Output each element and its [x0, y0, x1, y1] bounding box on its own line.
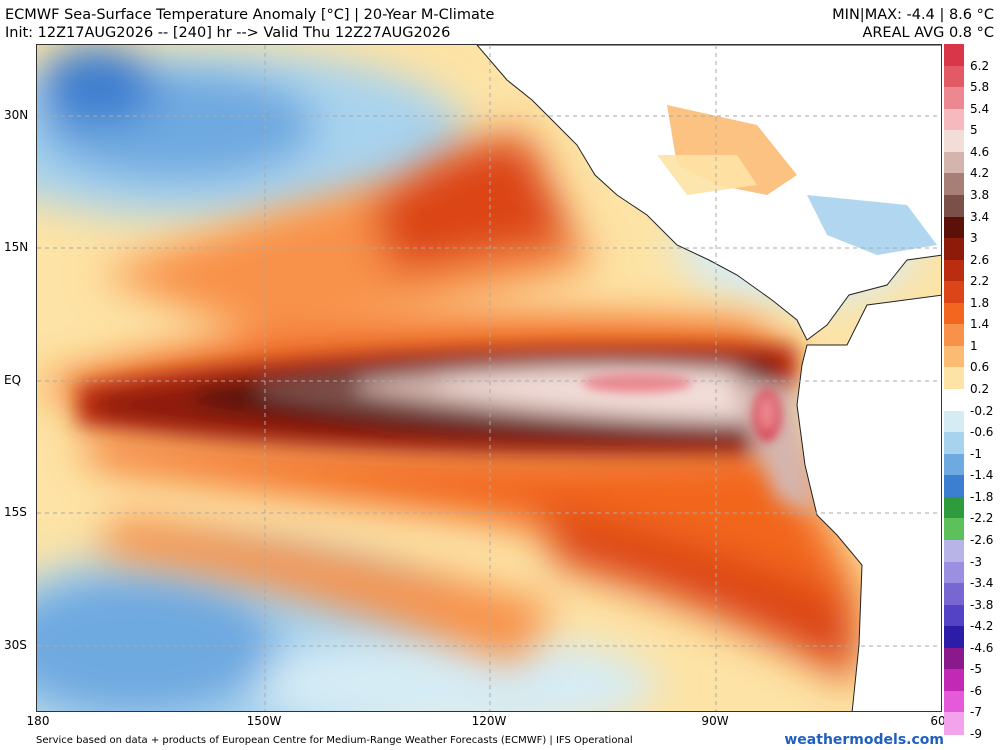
color-scale-cell [944, 647, 964, 670]
color-scale-label: 2.2 [970, 274, 990, 289]
sst-anomaly-map [36, 44, 942, 712]
color-scale-cell [944, 626, 964, 649]
lat-label-30s: 30S [4, 638, 27, 652]
color-scale-cell [944, 87, 964, 110]
color-scale-cell [944, 216, 964, 239]
color-scale-label: 0.6 [970, 360, 990, 375]
color-scale-label: 2.6 [970, 252, 990, 267]
map-stats-block: MIN|MAX: -4.4 | 8.6 °C AREAL AVG 0.8 °C [832, 6, 994, 42]
lon-label-180: 180 [26, 714, 50, 728]
color-scale-label: -2.6 [970, 532, 994, 547]
areal-average-readout: AREAL AVG 0.8 °C [862, 25, 994, 41]
color-scale-cell [944, 281, 964, 304]
sst-anomaly-field [37, 45, 941, 711]
lat-label-15n: 15N [4, 240, 29, 254]
color-scale-label: 0.2 [970, 382, 990, 396]
color-scale-label: -3.4 [970, 576, 994, 591]
color-scale-cell [944, 367, 964, 390]
color-scale-cell [944, 669, 964, 692]
color-scale-cell [944, 475, 964, 498]
map-title: ECMWF Sea-Surface Temperature Anomaly [°… [5, 7, 495, 23]
map-init-valid-time: Init: 12Z17AUG2026 -- [240] hr --> Valid… [5, 25, 451, 41]
color-scale-cell [944, 583, 964, 606]
lon-label-120w: 120W [471, 714, 507, 728]
color-scale-cell [944, 496, 964, 519]
color-scale-label: -0.2 [970, 403, 994, 418]
color-scale-label: 1.8 [970, 295, 990, 310]
color-scale-label: 3.4 [970, 209, 990, 224]
color-scale-label: 6.2 [970, 58, 990, 73]
lat-label-30n: 30N [4, 108, 29, 122]
data-credit: Service based on data + products of Euro… [36, 735, 633, 746]
color-scale-bar [944, 44, 964, 735]
color-scale-label: -4.2 [970, 619, 994, 634]
lon-label-90w: 90W [701, 714, 729, 728]
color-scale-cell [944, 238, 964, 261]
color-scale-cell [944, 539, 964, 562]
color-scale-label: 5.4 [970, 101, 990, 116]
color-scale-label: -0.6 [970, 425, 994, 440]
color-scale-cell [944, 324, 964, 347]
lat-label-15s: 15S [4, 505, 27, 519]
color-scale-label: 4.6 [970, 144, 990, 159]
land-masses [476, 45, 941, 711]
color-scale-label: 4.2 [970, 166, 990, 181]
color-scale-cell [944, 561, 964, 584]
color-scale-cell [944, 410, 964, 433]
lon-label-150w: 150W [246, 714, 282, 728]
color-scale-label: -9 [970, 727, 982, 741]
color-scale-cell [944, 194, 964, 217]
color-scale-cell [944, 108, 964, 131]
color-scale-label: -3.8 [970, 597, 994, 612]
color-scale-cell [944, 453, 964, 476]
warm-anomaly-areas [37, 135, 867, 685]
color-scale-label: 5 [970, 123, 978, 138]
color-scale-label: 5.8 [970, 80, 990, 95]
color-scale-label: 3.8 [970, 187, 990, 202]
color-scale-label: 1 [970, 338, 978, 353]
color-scale-cell [944, 432, 964, 455]
color-scale-cell [944, 151, 964, 174]
color-scale-cell [944, 389, 964, 412]
min-max-readout: MIN|MAX: -4.4 | 8.6 °C [832, 7, 994, 23]
color-scale-label: -5 [970, 662, 982, 677]
lat-label-eq: EQ [4, 373, 22, 387]
color-scale-cell [944, 712, 964, 735]
color-scale-label: -1.8 [970, 489, 994, 504]
color-scale-label: 1.4 [970, 317, 990, 332]
brand-link[interactable]: weathermodels.com [784, 732, 944, 748]
lat-lon-grid [37, 45, 941, 711]
color-scale-label: 3 [970, 231, 978, 246]
color-scale-label: -3 [970, 554, 982, 569]
peak-anomaly-cores [582, 373, 781, 441]
lon-label-60: 60 [930, 714, 946, 728]
color-scale-label: -2.2 [970, 511, 994, 526]
color-scale-cell [944, 604, 964, 627]
color-scale-cell [944, 65, 964, 88]
color-scale-label: -7 [970, 705, 982, 720]
color-scale-cell [944, 345, 964, 368]
color-scale-cell [944, 44, 964, 67]
color-scale-label: -1.4 [970, 468, 994, 483]
color-scale-cell [944, 173, 964, 196]
color-scale-label: -4.6 [970, 640, 994, 655]
color-scale-label: -6 [970, 683, 982, 698]
color-scale-cell [944, 259, 964, 282]
map-title-block: ECMWF Sea-Surface Temperature Anomaly [°… [5, 6, 494, 42]
color-scale-cell [944, 690, 964, 713]
color-scale-cell [944, 130, 964, 153]
color-scale-label: -1 [970, 446, 982, 461]
color-scale-cell [944, 302, 964, 325]
color-scale-cell [944, 518, 964, 541]
